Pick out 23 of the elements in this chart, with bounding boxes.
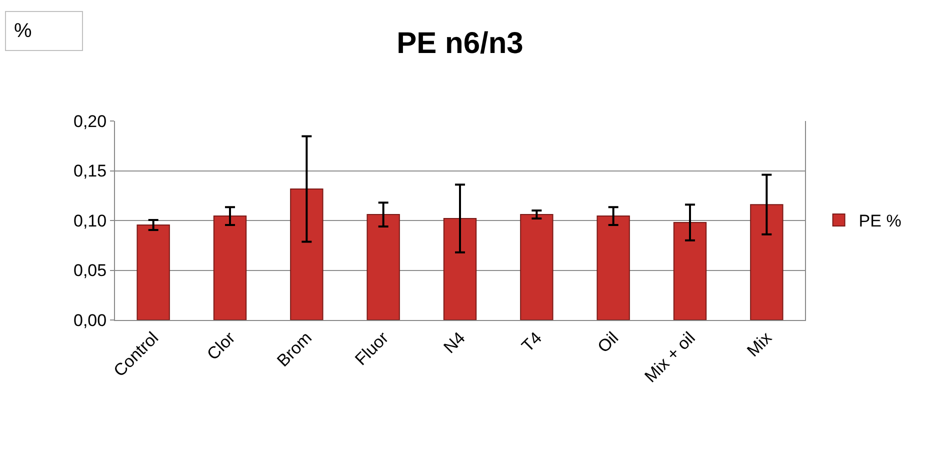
bar <box>673 222 707 320</box>
bar <box>520 214 554 320</box>
y-tick-label: 0,15 <box>74 162 107 181</box>
x-tick-label: Clor <box>203 328 240 364</box>
bar <box>443 218 477 320</box>
x-tick-label: Mix <box>743 328 776 360</box>
x-tick-label: Oil <box>594 328 622 356</box>
bar <box>213 216 247 320</box>
bar <box>366 214 400 320</box>
x-tick-label: T4 <box>518 328 546 356</box>
x-tick-label: N4 <box>440 328 469 358</box>
bar <box>750 204 784 320</box>
legend-label: PE % <box>858 212 902 231</box>
y-tick-label: 0,10 <box>74 211 107 230</box>
bar <box>136 224 170 320</box>
bar <box>290 188 324 320</box>
x-tick-label: Mix + oil <box>640 328 699 386</box>
chart-title: PE n6/n3 <box>396 26 524 60</box>
y-tick-label: 0,05 <box>74 261 107 280</box>
text: % <box>14 20 32 42</box>
y-tick-label: 0,00 <box>74 310 107 330</box>
y-tick-label: 0,20 <box>74 112 107 131</box>
bar <box>596 216 630 320</box>
